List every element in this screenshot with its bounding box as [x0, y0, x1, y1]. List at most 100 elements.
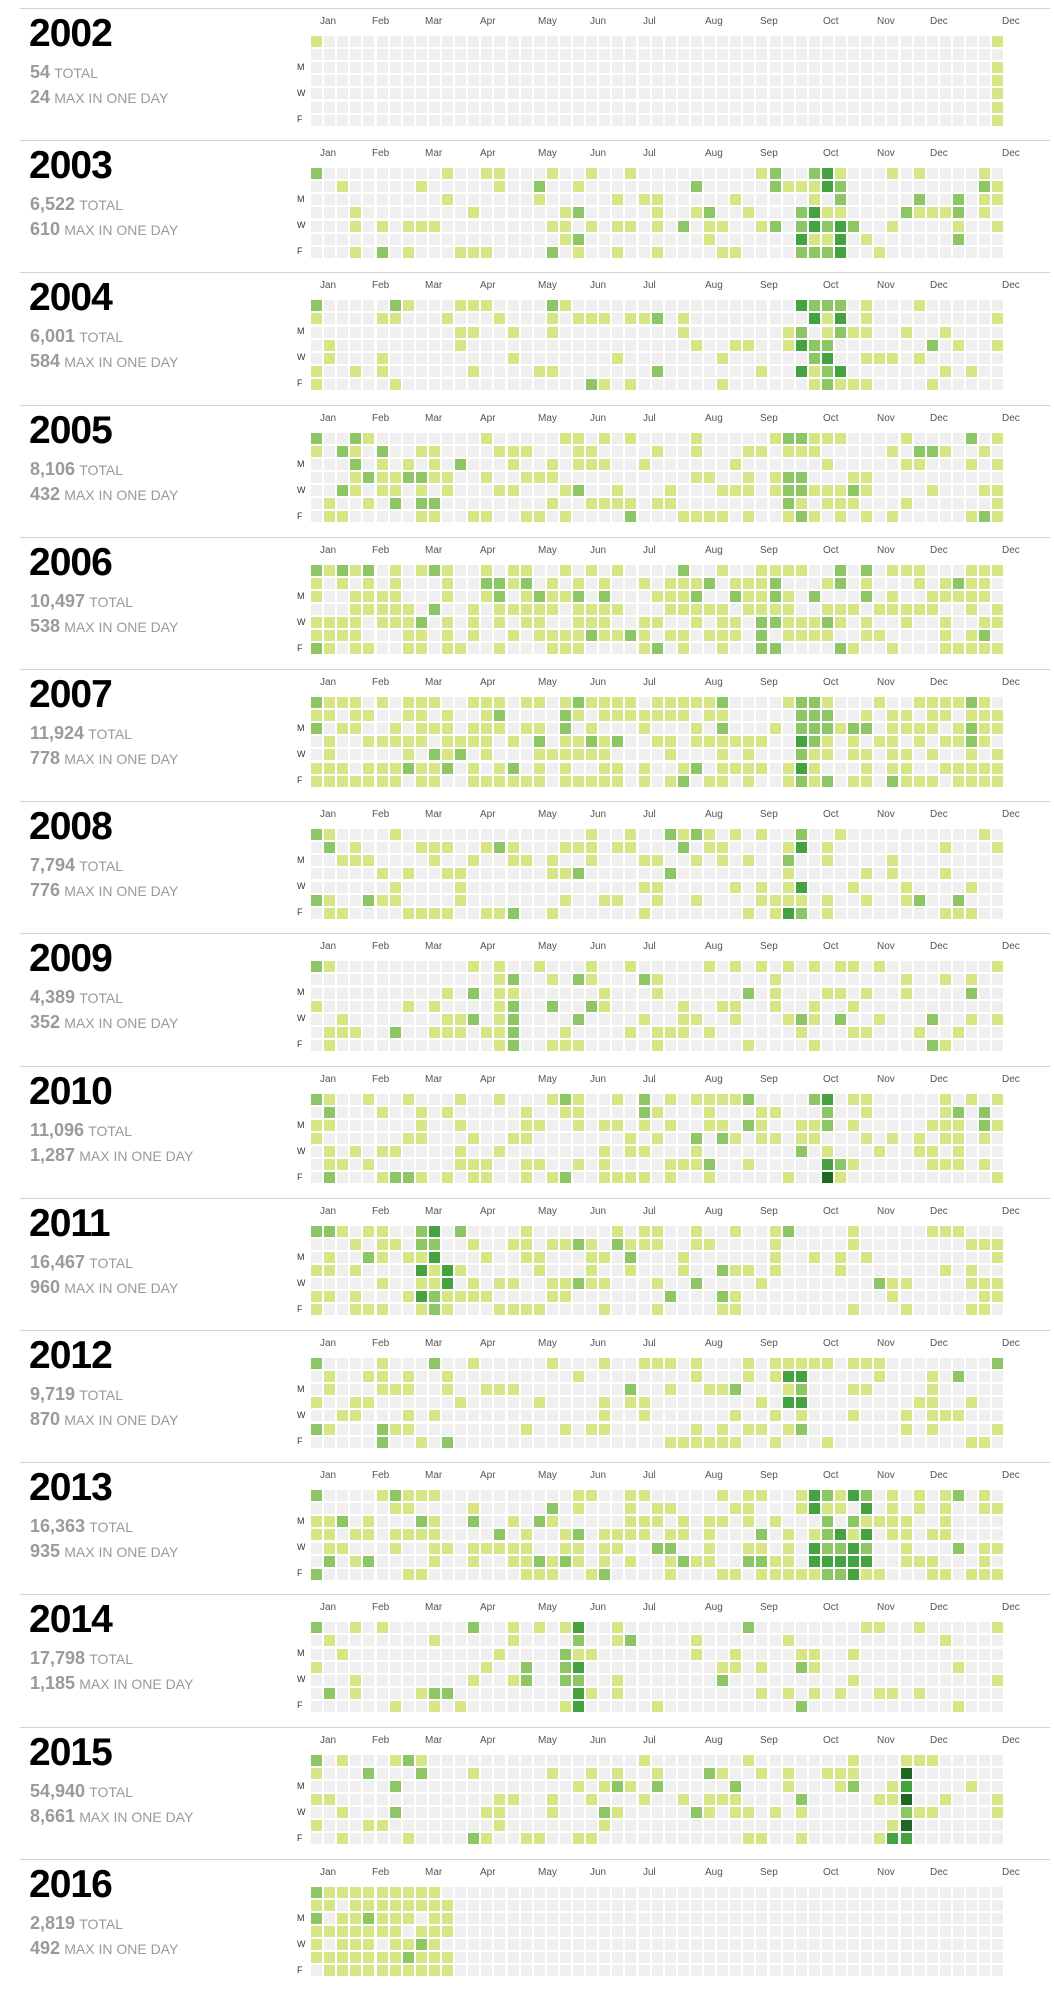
day-cell[interactable] — [861, 1397, 872, 1408]
day-cell[interactable] — [979, 723, 990, 734]
day-cell[interactable] — [979, 630, 990, 641]
day-cell[interactable] — [665, 855, 676, 866]
day-cell[interactable] — [796, 842, 807, 853]
day-cell[interactable] — [311, 710, 322, 721]
day-cell[interactable] — [377, 1291, 388, 1302]
day-cell[interactable] — [678, 1635, 689, 1646]
day-cell[interactable] — [665, 591, 676, 602]
day-cell[interactable] — [887, 1556, 898, 1567]
day-cell[interactable] — [678, 485, 689, 496]
day-cell[interactable] — [508, 1397, 519, 1408]
day-cell[interactable] — [416, 1094, 427, 1105]
day-cell[interactable] — [770, 88, 781, 99]
day-cell[interactable] — [612, 1146, 623, 1157]
day-cell[interactable] — [481, 895, 492, 906]
day-cell[interactable] — [874, 115, 885, 126]
day-cell[interactable] — [861, 194, 872, 205]
day-cell[interactable] — [940, 908, 951, 919]
day-cell[interactable] — [940, 1027, 951, 1038]
day-cell[interactable] — [625, 446, 636, 457]
day-cell[interactable] — [848, 1040, 859, 1051]
day-cell[interactable] — [822, 697, 833, 708]
day-cell[interactable] — [468, 617, 479, 628]
day-cell[interactable] — [665, 181, 676, 192]
day-cell[interactable] — [416, 1410, 427, 1421]
day-cell[interactable] — [612, 1107, 623, 1118]
day-cell[interactable] — [783, 974, 794, 985]
day-cell[interactable] — [822, 221, 833, 232]
day-cell[interactable] — [861, 1107, 872, 1118]
day-cell[interactable] — [770, 1001, 781, 1012]
day-cell[interactable] — [429, 1239, 440, 1250]
day-cell[interactable] — [639, 102, 650, 113]
day-cell[interactable] — [691, 366, 702, 377]
day-cell[interactable] — [599, 1675, 610, 1686]
day-cell[interactable] — [311, 1490, 322, 1501]
day-cell[interactable] — [547, 62, 558, 73]
day-cell[interactable] — [927, 1556, 938, 1567]
day-cell[interactable] — [796, 75, 807, 86]
day-cell[interactable] — [481, 1094, 492, 1105]
day-cell[interactable] — [874, 446, 885, 457]
day-cell[interactable] — [390, 115, 401, 126]
day-cell[interactable] — [390, 1014, 401, 1025]
day-cell[interactable] — [691, 300, 702, 311]
day-cell[interactable] — [337, 1688, 348, 1699]
day-cell[interactable] — [783, 62, 794, 73]
day-cell[interactable] — [992, 1107, 1003, 1118]
day-cell[interactable] — [521, 247, 532, 258]
day-cell[interactable] — [861, 974, 872, 985]
day-cell[interactable] — [665, 379, 676, 390]
day-cell[interactable] — [363, 353, 374, 364]
day-cell[interactable] — [625, 207, 636, 218]
day-cell[interactable] — [743, 1120, 754, 1131]
day-cell[interactable] — [547, 1358, 558, 1369]
day-cell[interactable] — [665, 842, 676, 853]
day-cell[interactable] — [914, 1516, 925, 1527]
day-cell[interactable] — [455, 194, 466, 205]
day-cell[interactable] — [822, 194, 833, 205]
day-cell[interactable] — [350, 1701, 361, 1712]
day-cell[interactable] — [822, 353, 833, 364]
day-cell[interactable] — [822, 1304, 833, 1315]
day-cell[interactable] — [678, 855, 689, 866]
day-cell[interactable] — [678, 591, 689, 602]
day-cell[interactable] — [901, 974, 912, 985]
day-cell[interactable] — [639, 234, 650, 245]
day-cell[interactable] — [573, 181, 584, 192]
day-cell[interactable] — [743, 36, 754, 47]
day-cell[interactable] — [756, 1529, 767, 1540]
day-cell[interactable] — [573, 1371, 584, 1382]
day-cell[interactable] — [796, 776, 807, 787]
day-cell[interactable] — [586, 1635, 597, 1646]
day-cell[interactable] — [966, 498, 977, 509]
day-cell[interactable] — [652, 75, 663, 86]
day-cell[interactable] — [639, 1503, 650, 1514]
day-cell[interactable] — [796, 62, 807, 73]
day-cell[interactable] — [416, 1291, 427, 1302]
day-cell[interactable] — [874, 1291, 885, 1302]
day-cell[interactable] — [508, 340, 519, 351]
day-cell[interactable] — [783, 1371, 794, 1382]
day-cell[interactable] — [377, 1001, 388, 1012]
day-cell[interactable] — [377, 1516, 388, 1527]
day-cell[interactable] — [521, 234, 532, 245]
day-cell[interactable] — [442, 578, 453, 589]
day-cell[interactable] — [521, 855, 532, 866]
day-cell[interactable] — [770, 988, 781, 999]
day-cell[interactable] — [874, 1159, 885, 1170]
day-cell[interactable] — [953, 1239, 964, 1250]
day-cell[interactable] — [429, 459, 440, 470]
day-cell[interactable] — [652, 221, 663, 232]
day-cell[interactable] — [966, 565, 977, 576]
day-cell[interactable] — [625, 498, 636, 509]
day-cell[interactable] — [547, 102, 558, 113]
day-cell[interactable] — [586, 88, 597, 99]
day-cell[interactable] — [678, 988, 689, 999]
day-cell[interactable] — [783, 736, 794, 747]
day-cell[interactable] — [547, 446, 558, 457]
day-cell[interactable] — [730, 1226, 741, 1237]
day-cell[interactable] — [639, 1159, 650, 1170]
day-cell[interactable] — [887, 908, 898, 919]
day-cell[interactable] — [678, 829, 689, 840]
